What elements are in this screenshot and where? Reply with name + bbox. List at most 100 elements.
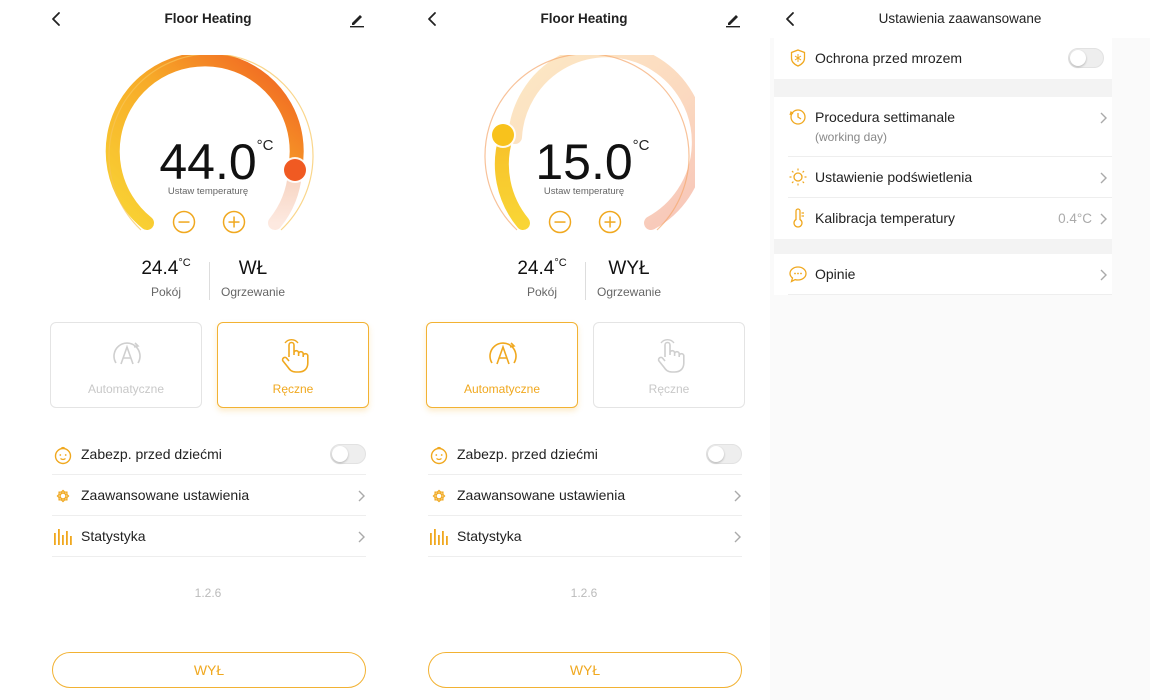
chevron-right-icon (358, 490, 365, 502)
edit-icon[interactable] (348, 10, 366, 28)
child-lock-icon (54, 446, 72, 465)
mode-auto-button[interactable]: Automatyczne (426, 322, 578, 408)
room-temp-unit: °C (178, 257, 191, 269)
advanced-settings-row[interactable]: Zaawansowane ustawienia (52, 475, 366, 516)
feedback-row[interactable]: Opinie (788, 254, 1112, 295)
section-gap (774, 79, 1112, 97)
setpoint-display: 44.0 °C (20, 133, 396, 191)
setpoint-label: Ustaw temperaturę (543, 186, 625, 197)
room-temp-value: 24.4 (141, 258, 179, 279)
chevron-right-icon (1100, 112, 1107, 124)
statistics-row[interactable]: Statystyka (52, 516, 366, 557)
child-lock-row: Zabezp. przed dziećmi (428, 434, 742, 475)
child-lock-row: Zabezp. przed dziećmi (52, 434, 366, 475)
row-label: Zabezp. przed dziećmi (81, 446, 222, 462)
row-label: Opinie (815, 266, 856, 282)
frost-protection-row: Ochrona przed mrozem (788, 38, 1112, 79)
back-arrow-icon[interactable] (782, 10, 800, 28)
plus-icon[interactable] (598, 210, 622, 234)
back-arrow-icon[interactable] (48, 10, 66, 28)
chevron-right-icon (734, 531, 741, 543)
room-label: Pokój (526, 285, 558, 299)
chat-bubble-icon (789, 266, 807, 283)
row-label: Zaawansowane ustawienia (457, 487, 626, 503)
mode-manual-button[interactable]: Ręczne (217, 322, 369, 408)
statistics-icon (54, 529, 72, 545)
room-temp-value: 24.4 (517, 258, 555, 279)
row-label: Ustawienie podświetlenia (815, 169, 973, 185)
temperature-dial[interactable] (479, 55, 695, 245)
mode-label: Ręczne (648, 382, 690, 396)
row-label: Statystyka (81, 528, 146, 544)
hand-icon (657, 339, 685, 373)
mode-manual-button[interactable]: Ręczne (593, 322, 745, 408)
statistics-row[interactable]: Statystyka (428, 516, 742, 557)
schedule-clock-icon (789, 109, 806, 125)
row-label: Ochrona przed mrozem (815, 50, 963, 66)
page-title: Ustawienia zaawansowane (878, 11, 1042, 26)
calibration-value: 0.4°C (1058, 211, 1092, 226)
settings-section-frost: Ochrona przed mrozem (774, 38, 1112, 97)
back-arrow-icon[interactable] (424, 10, 442, 28)
mode-auto-button[interactable]: Automatyczne (50, 322, 202, 408)
setpoint-value: 44.0 (159, 134, 257, 190)
gear-icon (432, 489, 446, 503)
mode-label: Automatyczne (87, 382, 165, 396)
chevron-right-icon (1100, 269, 1107, 281)
mode-label: Ręczne (272, 382, 314, 396)
divider (585, 262, 586, 300)
app-version: 1.2.6 (194, 586, 222, 600)
settings-section-feedback: Opinie (774, 254, 1112, 295)
frost-protection-toggle[interactable] (1068, 48, 1104, 68)
setpoint-display: 15.0 °C (396, 133, 772, 191)
child-lock-toggle[interactable] (330, 444, 366, 464)
dial-knob (492, 124, 514, 146)
chevron-right-icon (734, 490, 741, 502)
row-sublabel: (working day) (815, 130, 888, 144)
chevron-right-icon (358, 531, 365, 543)
settings-section-main: Procedura settimanale (working day) Usta… (774, 97, 1112, 257)
minus-icon[interactable] (172, 210, 196, 234)
plus-icon[interactable] (222, 210, 246, 234)
power-off-button[interactable]: WYŁ (52, 652, 366, 688)
chevron-right-icon (1100, 213, 1107, 225)
row-label: Statystyka (457, 528, 522, 544)
auto-mode-icon (489, 342, 517, 365)
shield-icon (790, 49, 806, 67)
dial-knob (284, 159, 306, 181)
heating-state: WŁ (238, 258, 268, 279)
gear-icon (56, 489, 70, 503)
edit-icon[interactable] (724, 10, 742, 28)
thermometer-icon (793, 208, 804, 228)
room-temp-unit: °C (554, 257, 567, 269)
setpoint-value: 15.0 (535, 134, 633, 190)
advanced-settings-row[interactable]: Zaawansowane ustawienia (428, 475, 742, 516)
minus-icon[interactable] (548, 210, 572, 234)
mode-label: Automatyczne (463, 382, 541, 396)
screen-auto-mode: Floor Heating 15.0 °C Ustaw temperaturę … (396, 0, 772, 700)
room-label: Pokój (150, 285, 182, 299)
statistics-icon (430, 529, 448, 545)
room-temperature: 24.4°C Pokój (126, 257, 206, 299)
setpoint-unit: °C (256, 137, 274, 154)
heating-status: WŁ Ogrzewanie (213, 258, 293, 299)
hand-icon (281, 339, 309, 373)
header: Ustawienia zaawansowane (770, 0, 1150, 38)
app-version: 1.2.6 (570, 586, 598, 600)
page-title: Floor Heating (164, 11, 252, 26)
page-title: Floor Heating (540, 11, 628, 26)
row-label: Procedura settimanale (815, 109, 956, 125)
screen-advanced-settings: Ustawienia zaawansowane Ochrona przed mr… (770, 0, 1150, 700)
power-off-button[interactable]: WYŁ (428, 652, 742, 688)
weekly-schedule-row[interactable]: Procedura settimanale (working day) (788, 97, 1112, 157)
heating-state: WYŁ (608, 258, 650, 279)
section-gap (774, 239, 1112, 257)
room-temperature: 24.4°C Pokój (502, 257, 582, 299)
child-lock-toggle[interactable] (706, 444, 742, 464)
temperature-calibration-row[interactable]: Kalibracja temperatury 0.4°C (788, 198, 1112, 239)
divider (209, 262, 210, 300)
heating-label: Ogrzewanie (596, 285, 662, 299)
backlight-row[interactable]: Ustawienie podświetlenia (788, 157, 1112, 198)
row-label: Zabezp. przed dziećmi (457, 446, 598, 462)
temperature-dial[interactable] (103, 55, 319, 245)
